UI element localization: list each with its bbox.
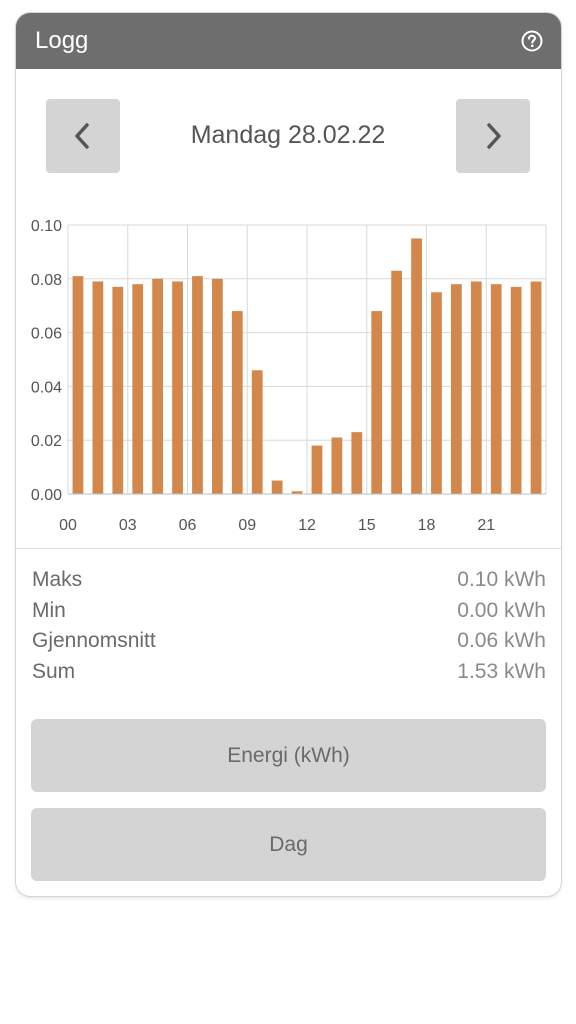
stat-value: 1.53 kWh — [457, 659, 546, 683]
stat-row-max: Maks 0.10 kWh — [32, 565, 546, 596]
divider — [16, 548, 561, 549]
bar — [112, 286, 124, 494]
log-card: Logg Mandag 28.02.22 0.00 0.02 0.04 0.06 0.0… — [16, 13, 561, 896]
bar — [152, 278, 164, 494]
bar — [92, 281, 104, 494]
stat-row-min: Min 0.00 kWh — [32, 596, 546, 627]
date-label: Mandag 28.02.22 — [190, 121, 386, 149]
page-title: Logg — [35, 27, 89, 54]
bar — [510, 286, 522, 494]
energy-unit-button[interactable]: Energi (kWh) — [31, 719, 546, 792]
x-tick-label: 06 — [179, 517, 197, 534]
bar — [251, 370, 263, 494]
previous-day-button[interactable] — [46, 99, 120, 173]
next-day-button[interactable] — [456, 99, 530, 173]
bar — [530, 281, 542, 494]
stats-list: Maks 0.10 kWh Min 0.00 kWh Gjennomsnitt … — [32, 565, 546, 687]
x-tick-label: 00 — [59, 517, 77, 534]
bar — [172, 281, 183, 494]
x-tick-label: 21 — [477, 517, 495, 534]
bar — [331, 437, 343, 494]
x-tick-label: 12 — [298, 517, 316, 534]
bar — [490, 284, 502, 494]
x-tick-label: 03 — [119, 517, 137, 534]
bar — [351, 432, 363, 494]
bar — [192, 276, 203, 494]
chevron-left-icon — [75, 123, 89, 149]
y-tick-label: 0.06 — [31, 326, 62, 343]
bar — [291, 491, 303, 494]
stat-value: 0.06 kWh — [457, 629, 546, 652]
stat-row-sum: Sum 1.53 kWh — [32, 657, 546, 688]
bar — [72, 276, 84, 494]
title-bar: Logg — [16, 13, 561, 69]
x-tick-label: 15 — [358, 517, 376, 534]
question-circle-icon[interactable] — [521, 30, 543, 52]
period-button[interactable]: Dag — [31, 808, 546, 881]
stat-label: Min — [32, 598, 66, 622]
bar — [431, 292, 442, 494]
y-tick-label: 0.08 — [31, 272, 62, 289]
x-tick-label: 18 — [418, 517, 436, 534]
stat-label: Sum — [32, 659, 76, 683]
stat-value: 0.00 kWh — [457, 598, 546, 622]
y-tick-label: 0.00 — [31, 487, 62, 504]
bar — [271, 480, 283, 494]
bar — [231, 311, 243, 494]
bar — [211, 278, 223, 494]
bar — [311, 445, 323, 494]
bar — [132, 284, 144, 494]
chevron-right-icon — [487, 123, 501, 149]
y-tick-label: 0.10 — [31, 218, 62, 235]
bar — [371, 311, 383, 494]
stat-label: Maks — [32, 568, 83, 591]
stat-value: 0.10 kWh — [457, 568, 546, 591]
bar — [391, 270, 403, 494]
bar — [470, 281, 482, 494]
stat-label: Gjennomsnitt — [32, 629, 156, 652]
stat-row-average: Gjennomsnitt 0.06 kWh — [32, 626, 546, 657]
bar — [411, 238, 422, 494]
x-tick-label: 09 — [238, 517, 256, 534]
y-tick-label: 0.02 — [31, 433, 62, 450]
y-tick-label: 0.04 — [31, 379, 62, 396]
energy-bar-chart: 0.00 0.02 0.04 0.06 0.08 0.10 00 03 06 09 12 15 18 21 — [31, 218, 547, 534]
bar — [450, 284, 462, 494]
